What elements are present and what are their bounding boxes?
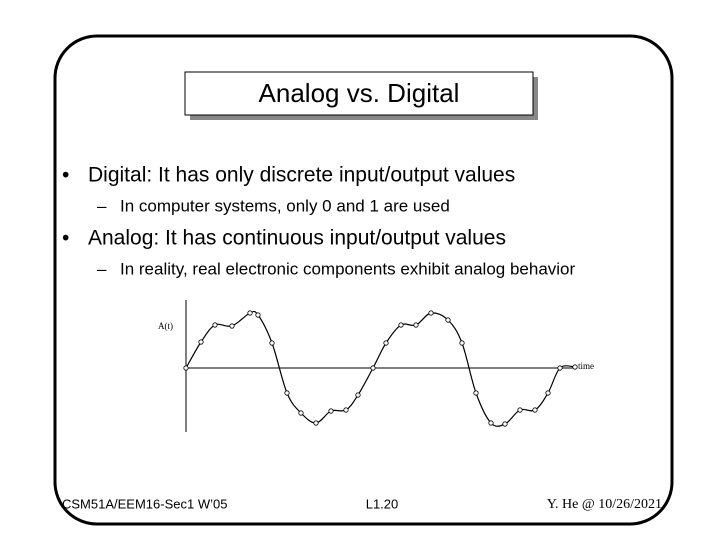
sample-point [328,408,334,414]
title-box [184,71,534,116]
footer-course: CSM51A/EEM16-Sec1 W’05 [62,496,227,511]
sample-point [428,310,434,316]
sub-bullet-mark: – [97,259,107,278]
sample-point [247,310,253,316]
sample-point [572,364,578,370]
bullet-mark: • [62,227,69,250]
sample-point [459,340,465,346]
bullet-text: Digital: It has only discrete input/outp… [88,164,515,187]
sample-point [313,420,319,426]
sample-point [413,322,419,328]
sample-point [255,312,261,318]
sample-point [212,322,218,328]
waveform-figure: A(t) time [158,300,594,432]
sub-bullet-mark: – [97,196,107,215]
sample-point [284,390,290,396]
sample-point [557,365,563,371]
sample-point [517,407,523,413]
sample-point [229,323,235,329]
sample-point [398,322,404,328]
bullet-mark: • [62,164,69,187]
sample-point [198,339,204,345]
y-axis-label: A(t) [158,321,173,331]
slide-frame [53,34,674,526]
sample-point [473,390,479,396]
waveform [185,310,576,427]
x-axis-label: time [578,361,594,371]
title: Analog vs. Digital [259,78,460,108]
sample-point [488,420,494,426]
footer-author: Y. He @ 10/26/2021 [547,497,662,512]
footer-page: L1.20 [366,496,399,511]
bullet-text: Analog: It has continuous input/output v… [88,227,506,250]
sample-point [298,410,304,416]
sample-point [183,365,189,371]
sample-point [343,407,349,413]
sample-point [502,421,508,427]
sample-point [355,392,361,398]
sample-point [545,390,551,396]
sample-point [269,340,275,346]
sample-point [532,407,538,413]
sample-point [383,340,389,346]
sample-point [370,365,376,371]
sub-bullet-text: In computer systems, only 0 and 1 are us… [120,196,450,215]
sample-point [445,317,451,323]
sub-bullet-text: In reality, real electronic components e… [120,259,576,278]
